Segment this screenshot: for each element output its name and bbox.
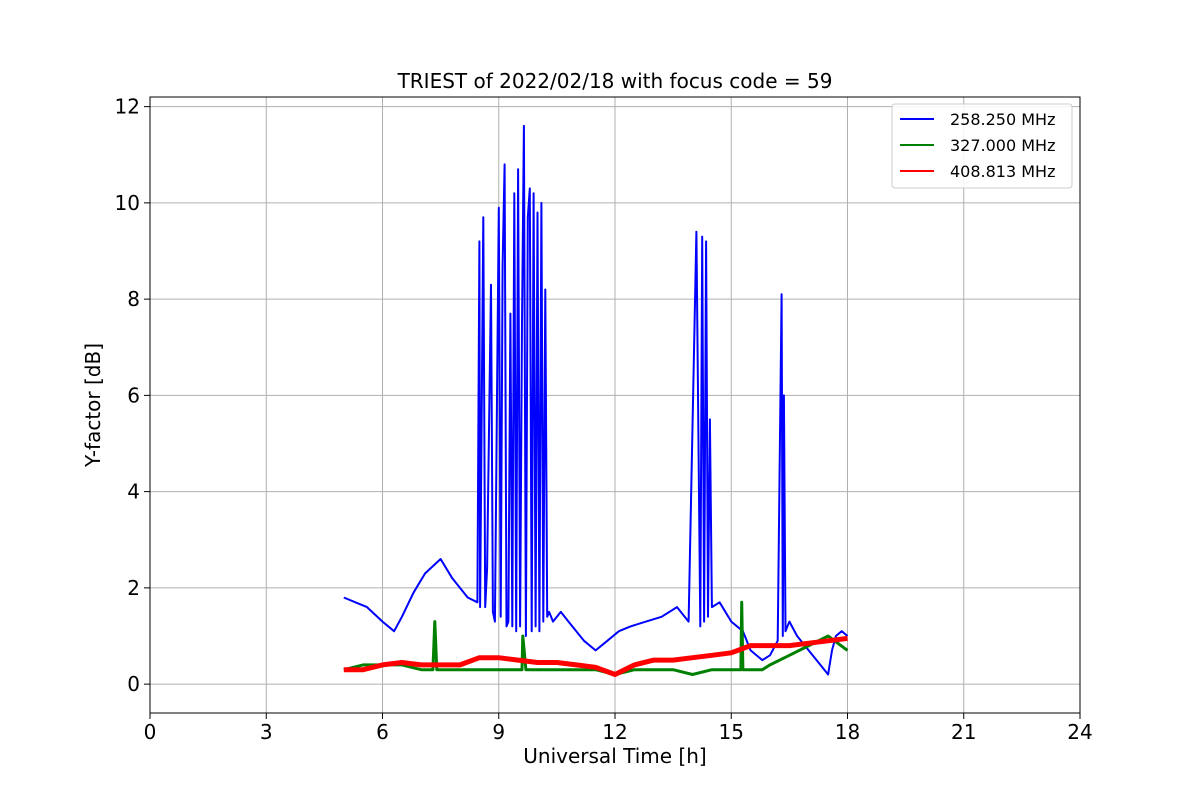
- series-line-1: [343, 124, 849, 676]
- x-tick-label: 21: [951, 720, 976, 744]
- x-tick-label: 15: [719, 720, 744, 744]
- x-tick-label: 3: [260, 720, 273, 744]
- x-tick-label: 24: [1067, 720, 1092, 744]
- x-tick-label: 18: [835, 720, 860, 744]
- series-line-2: [343, 600, 849, 676]
- series-layer: [343, 124, 849, 677]
- grid: [149, 97, 1081, 713]
- y-tick-label: 4: [127, 480, 140, 504]
- series-line-3: [343, 635, 848, 677]
- x-tick-label: 0: [144, 720, 157, 744]
- y-tick-label: 10: [115, 191, 140, 215]
- y-tick-label: 8: [127, 287, 140, 311]
- y-axis: 0 2 4 6 8 10 12: [115, 95, 150, 696]
- legend: 258.250 MHz 327.000 MHz 408.813 MHz: [891, 103, 1073, 189]
- x-axis-label: Universal Time [h]: [523, 744, 706, 768]
- legend-label: 258.250 MHz: [950, 110, 1055, 129]
- x-tick-label: 6: [376, 720, 389, 744]
- legend-label: 327.000 MHz: [950, 136, 1055, 155]
- y-axis-label: Y-factor [dB]: [81, 343, 105, 468]
- y-tick-label: 6: [127, 383, 140, 407]
- y-tick-label: 0: [127, 672, 140, 696]
- y-tick-label: 12: [115, 95, 140, 119]
- legend-label: 408.813 MHz: [950, 162, 1055, 181]
- x-tick-label: 9: [492, 720, 505, 744]
- legend-box: [891, 103, 1073, 189]
- chart-title: TRIEST of 2022/02/18 with focus code = 5…: [397, 69, 833, 93]
- y-tick-label: 2: [127, 576, 140, 600]
- x-tick-label: 12: [602, 720, 627, 744]
- x-axis: 0 3 6 9 12 15 18 21 24: [144, 713, 1093, 744]
